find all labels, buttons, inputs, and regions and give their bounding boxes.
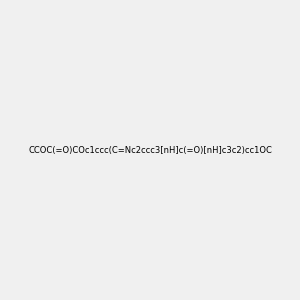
Text: CCOC(=O)COc1ccc(C=Nc2ccc3[nH]c(=O)[nH]c3c2)cc1OC: CCOC(=O)COc1ccc(C=Nc2ccc3[nH]c(=O)[nH]c3… [28,146,272,154]
